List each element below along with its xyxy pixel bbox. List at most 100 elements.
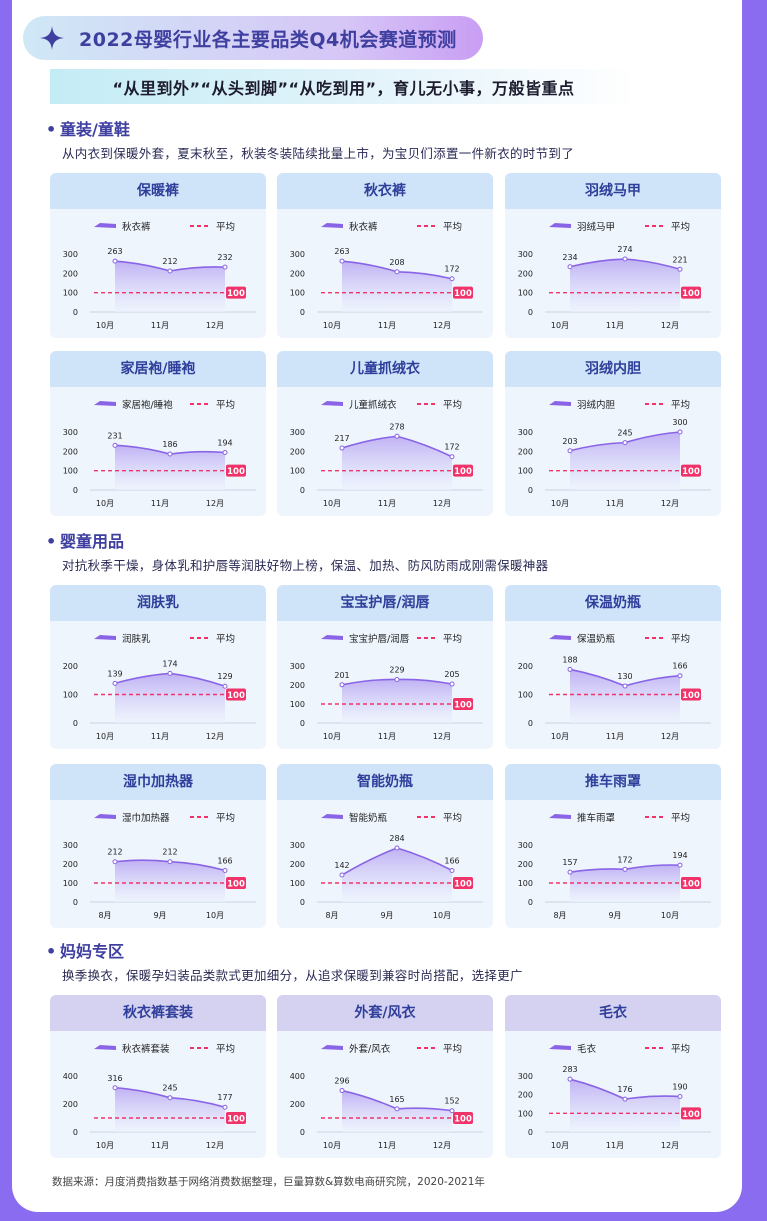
- x-tick-label: 11月: [151, 499, 169, 508]
- data-label: 201: [334, 671, 349, 680]
- x-tick-label: 10月: [323, 1141, 341, 1150]
- y-tick-label: 300: [63, 250, 78, 259]
- y-tick-label: 0: [300, 1128, 305, 1137]
- y-tick-label: 300: [518, 428, 533, 437]
- data-label: 188: [562, 655, 577, 664]
- data-label: 139: [107, 669, 122, 678]
- data-point: [567, 666, 573, 672]
- y-tick-label: 300: [290, 662, 305, 671]
- data-label: 174: [162, 659, 177, 668]
- area-fill: [342, 436, 452, 490]
- data-label: 142: [334, 861, 349, 870]
- chart-card: 外套/风衣 外套/风衣 平均 0 200 400 296 165 152 100 10月 11月 12月: [277, 995, 493, 1158]
- x-tick-label: 9月: [153, 911, 166, 920]
- area-chart: 外套/风衣 平均 0 200 400 296 165 152 100 10月 11月 12月: [290, 1043, 483, 1150]
- average-badge: [226, 1112, 246, 1124]
- data-label: 300: [672, 418, 687, 427]
- x-tick-label: 12月: [433, 321, 451, 330]
- x-tick-label: 11月: [606, 321, 624, 330]
- average-badge: [681, 688, 701, 701]
- x-tick-label: 12月: [661, 732, 679, 741]
- data-point: [339, 682, 345, 688]
- x-tick-label: 10月: [323, 321, 341, 330]
- x-tick-label: 10月: [323, 732, 341, 741]
- y-tick-label: 200: [63, 447, 78, 456]
- y-tick-label: 100: [518, 289, 533, 298]
- section-header-kids-clothing: • 童装/童鞋 从内衣到保暖外套，夏末秋至，秋装冬装陆续批量上市，为宝贝们添置一件…: [46, 119, 574, 162]
- legend-average-label: 平均: [216, 633, 235, 645]
- average-badge: [453, 1112, 473, 1124]
- y-tick-label: 200: [63, 662, 78, 671]
- legend-series-swatch: [549, 223, 571, 228]
- chart-card: 秋衣裤套装 秋衣裤套装 平均 0 200 400 316 245 177 100 10月 11月 12月: [50, 995, 266, 1158]
- legend-average-label: 平均: [216, 812, 235, 824]
- average-value: 100: [682, 691, 700, 701]
- average-value: 100: [454, 701, 472, 711]
- x-tick-label: 9月: [608, 911, 621, 920]
- legend-series-swatch: [321, 814, 343, 819]
- x-tick-label: 12月: [661, 499, 679, 508]
- data-point: [449, 681, 455, 687]
- x-tick-label: 12月: [433, 1141, 451, 1150]
- average-value: 100: [454, 289, 472, 299]
- section-title: 妈妈专区: [60, 942, 125, 961]
- chart-title: 羽绒马甲: [505, 173, 721, 209]
- data-point: [567, 448, 573, 454]
- section-desc: 对抗秋季干燥，身体乳和护唇等润肤好物上榜，保温、加热、防风防雨成刚需保暖神器: [62, 558, 549, 573]
- x-tick-label: 8月: [553, 911, 566, 920]
- x-tick-label: 11月: [151, 1141, 169, 1150]
- data-label: 212: [162, 848, 177, 857]
- data-point: [222, 683, 228, 689]
- y-tick-label: 300: [518, 250, 533, 259]
- legend-series-label: 家居袍/睡袍: [122, 399, 173, 411]
- average-badge: [226, 464, 246, 477]
- data-label: 190: [672, 1083, 687, 1092]
- data-label: 234: [562, 253, 577, 262]
- data-label: 217: [334, 434, 349, 443]
- data-label: 130: [617, 672, 632, 681]
- y-tick-label: 100: [518, 879, 533, 888]
- x-tick-label: 8月: [325, 911, 338, 920]
- y-tick-label: 0: [528, 898, 533, 907]
- legend-series-swatch: [549, 401, 571, 406]
- chart-title: 湿巾加热器: [50, 764, 266, 800]
- y-tick-label: 200: [518, 269, 533, 278]
- x-tick-label: 9月: [380, 911, 393, 920]
- legend-average-label: 平均: [671, 812, 690, 824]
- chart-card: 羽绒内胆 羽绒内胆 平均 0 100 200 300 203 245 300 100 10月 11月 12…: [505, 351, 721, 516]
- data-label: 278: [389, 422, 404, 431]
- chart-title: 外套/风衣: [277, 995, 493, 1031]
- area-fill: [342, 848, 452, 902]
- average-badge: [453, 698, 473, 710]
- area-fill: [115, 261, 225, 312]
- legend-average-label: 平均: [443, 1043, 462, 1055]
- x-tick-label: 12月: [206, 499, 224, 508]
- average-value: 100: [454, 1115, 472, 1125]
- average-badge: [681, 464, 701, 477]
- area-fill: [115, 673, 225, 723]
- chart-title: 宝宝护唇/润唇: [277, 585, 493, 621]
- y-tick-label: 100: [63, 289, 78, 298]
- data-point: [449, 276, 455, 282]
- legend-average-label: 平均: [216, 399, 235, 411]
- data-label: 296: [334, 1077, 349, 1086]
- data-label: 205: [444, 670, 459, 679]
- average-badge: [681, 877, 701, 889]
- area-chart: 保温奶瓶 平均 0 100 200 188 130 166 100 10月 11月 12月: [518, 633, 711, 741]
- average-badge: [226, 688, 246, 701]
- data-label: 263: [334, 247, 349, 256]
- legend-series-label: 智能奶瓶: [349, 812, 388, 824]
- average-value: 100: [682, 289, 700, 299]
- data-label: 176: [617, 1085, 632, 1094]
- y-tick-label: 100: [518, 691, 533, 700]
- y-tick-label: 300: [290, 841, 305, 850]
- chart-card: 家居袍/睡袍 家居袍/睡袍 平均 0 100 200 300 231 186 194 100 10月 1…: [50, 351, 266, 516]
- chart-card: 毛衣 毛衣 平均 0 100 200 300 283 176 190 100 10月 11月 12月: [505, 995, 721, 1158]
- legend-series-label: 羽绒内胆: [577, 399, 616, 411]
- area-chart: 秋衣裤套装 平均 0 200 400 316 245 177 100 10月 11月 12月: [63, 1043, 256, 1150]
- chart-title: 智能奶瓶: [277, 764, 493, 800]
- y-tick-label: 100: [518, 1109, 533, 1118]
- x-tick-label: 12月: [206, 1141, 224, 1150]
- y-tick-label: 200: [518, 662, 533, 671]
- data-label: 194: [217, 438, 232, 447]
